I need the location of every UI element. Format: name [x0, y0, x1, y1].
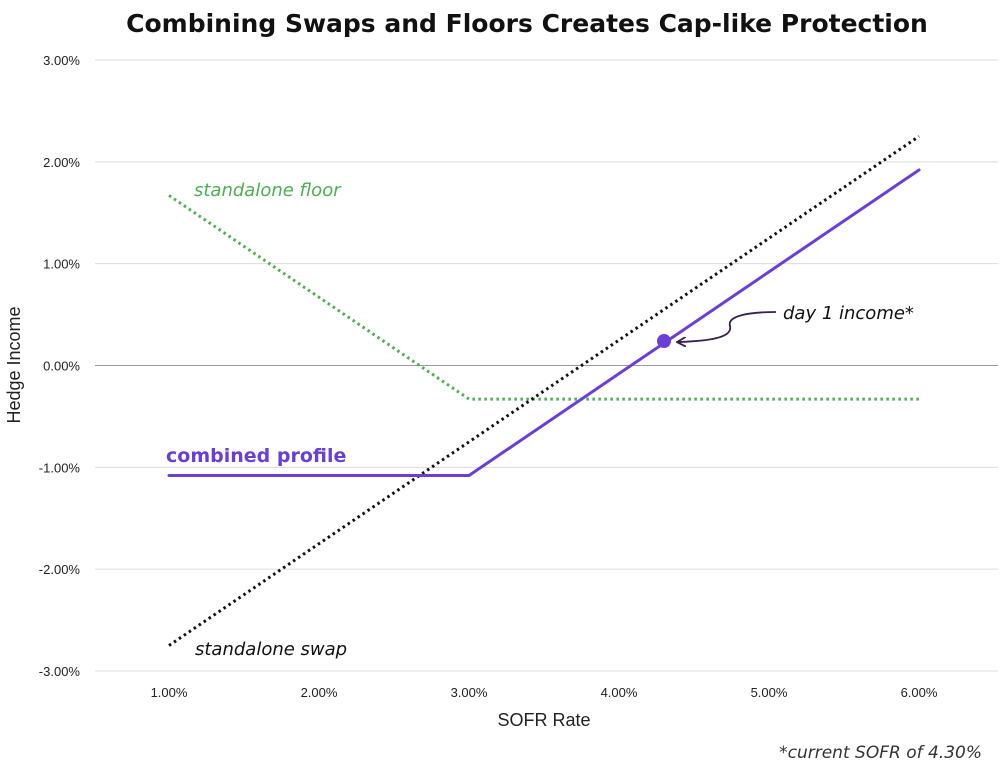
standalone-swap-line [168, 135, 920, 647]
y-tick-label: 1.00% [43, 257, 80, 272]
combined-profile-label: combined profile [166, 445, 346, 467]
x-tick-label: 3.00% [451, 685, 488, 700]
x-tick-labels: 1.00% 2.00% 3.00% 4.00% 5.00% 6.00% [151, 685, 938, 700]
y-tick-label: -3.00% [39, 664, 81, 679]
x-tick-label: 5.00% [751, 685, 788, 700]
y-tick-label: 3.00% [43, 53, 80, 68]
gridlines [95, 59, 998, 672]
footnote: *current SOFR of 4.30% [779, 743, 982, 763]
y-tick-label: -1.00% [39, 460, 81, 475]
combined-profile-line [167, 168, 921, 477]
standalone-swap-label: standalone swap [195, 639, 347, 660]
y-tick-label: -2.00% [39, 562, 81, 577]
y-tick-label: 0.00% [43, 359, 80, 374]
standalone-floor-label: standalone floor [194, 180, 342, 201]
standalone-floor-line [168, 194, 919, 401]
series-lines [167, 135, 921, 647]
x-tick-label: 1.00% [151, 685, 188, 700]
y-tick-labels: 3.00% 2.00% 1.00% 0.00% -1.00% -2.00% -3.00% [39, 53, 81, 679]
day-1-income-label: day 1 income* [783, 303, 914, 324]
day-1-income-arrow [678, 311, 777, 342]
chart-title: Combining Swaps and Floors Creates Cap-l… [126, 9, 928, 38]
x-tick-label: 2.00% [301, 685, 338, 700]
day-1-income-marker [657, 334, 671, 349]
series-annotations: standalone floor standalone swap combined … [166, 180, 914, 660]
x-tick-label: 6.00% [901, 685, 938, 700]
x-axis-label: SOFR Rate [497, 710, 590, 730]
y-axis-label: Hedge Income [4, 306, 24, 423]
x-tick-label: 4.00% [601, 685, 638, 700]
y-tick-label: 2.00% [43, 155, 80, 170]
